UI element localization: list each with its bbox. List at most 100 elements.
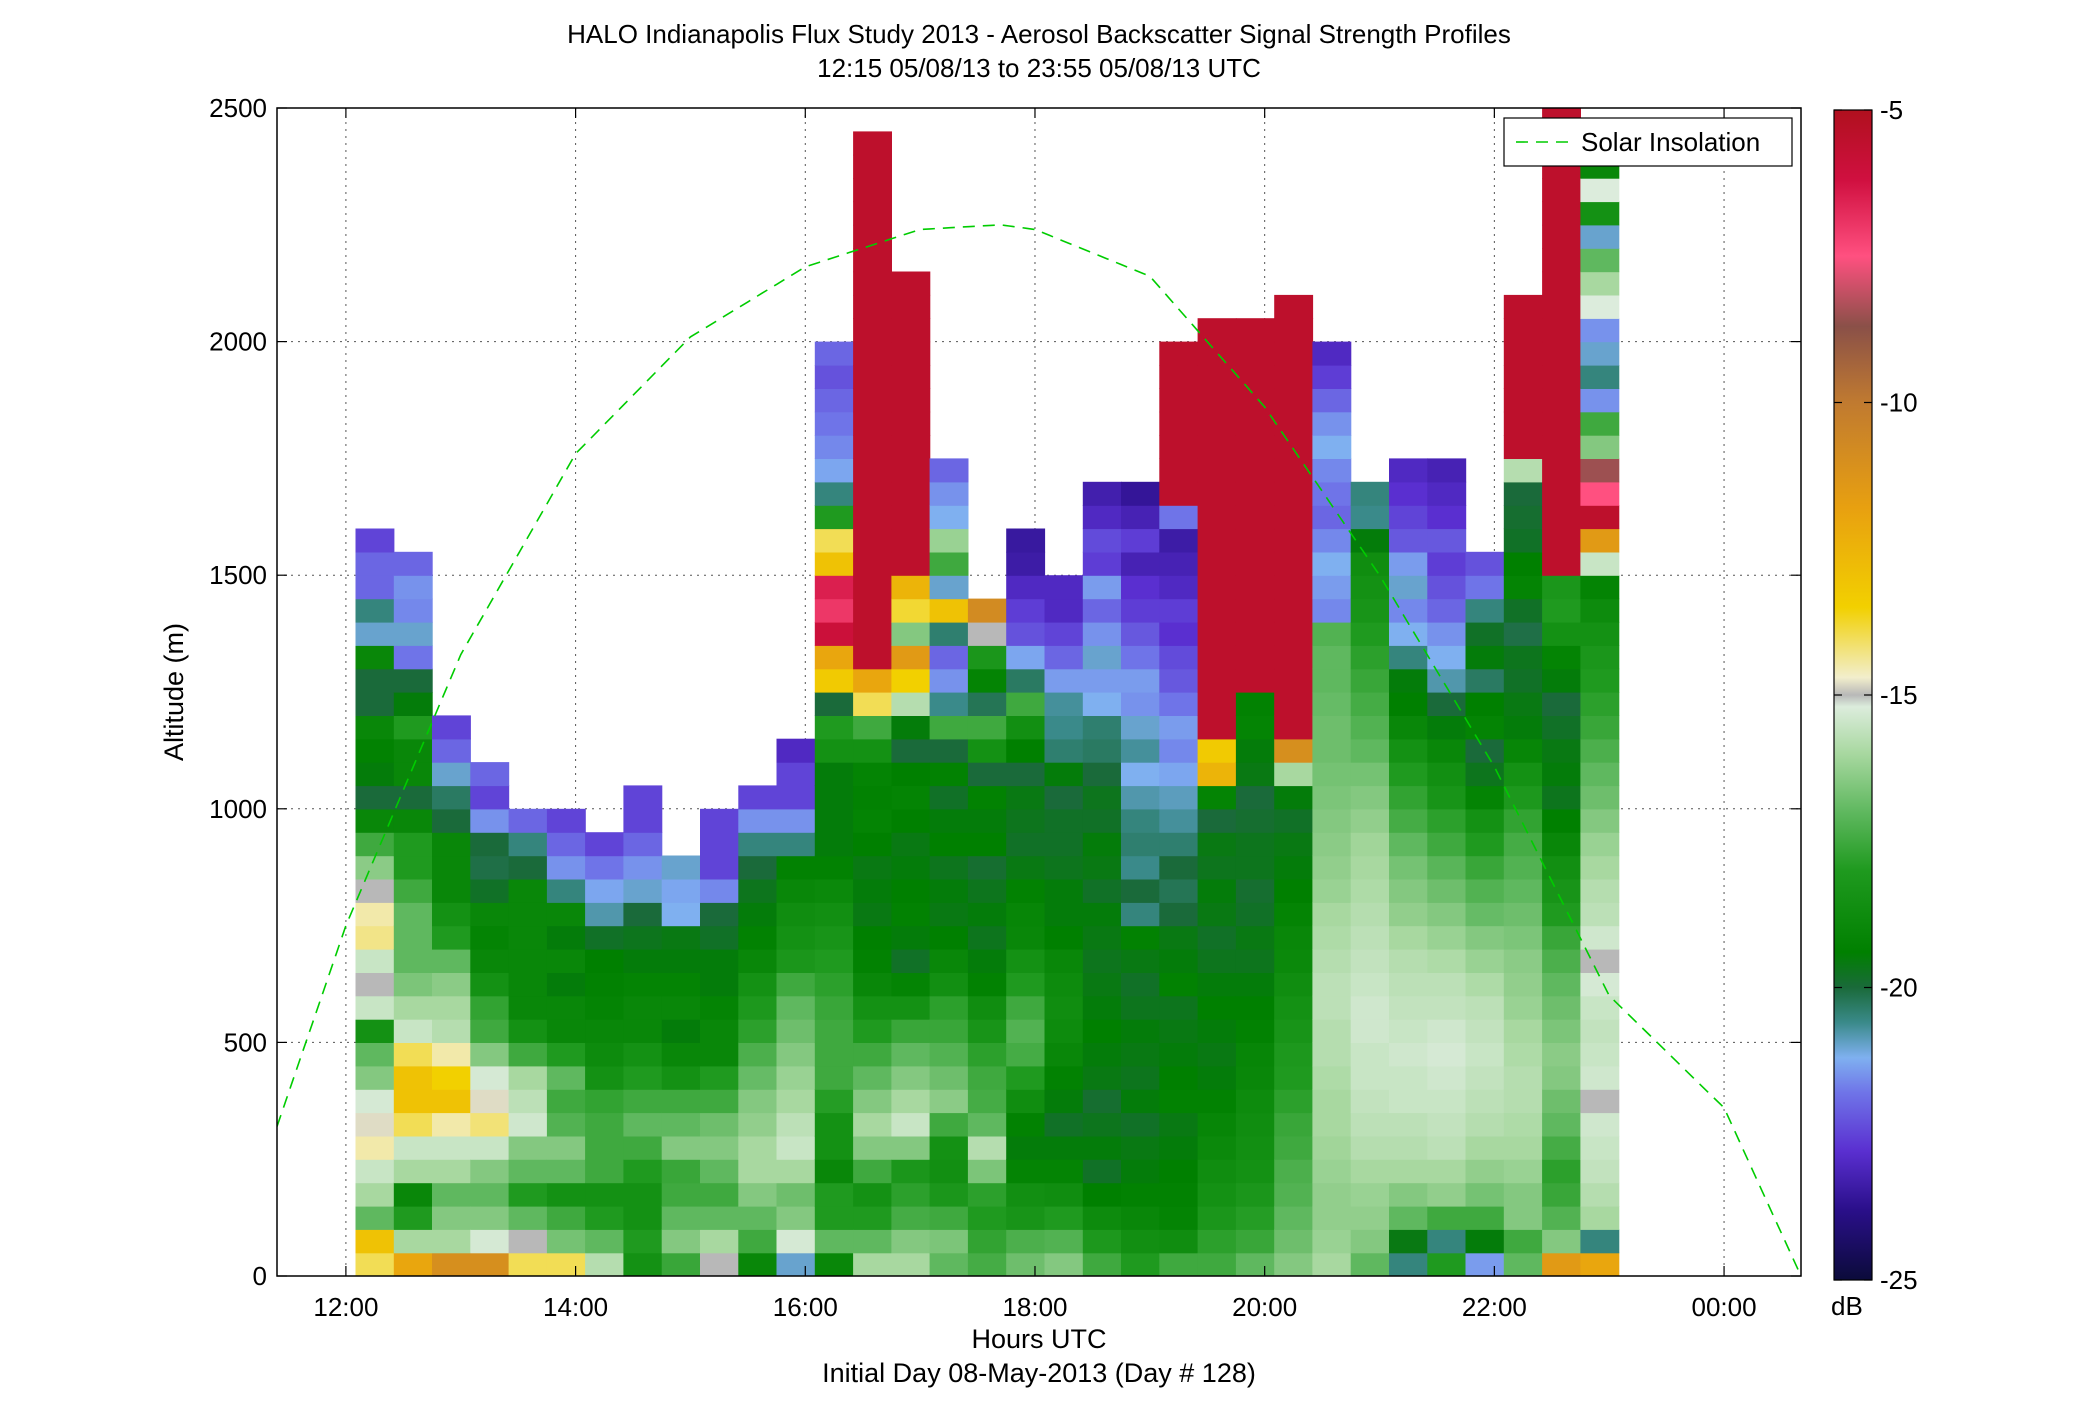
heatmap-cell	[355, 551, 395, 576]
heatmap-cell	[967, 995, 1007, 1020]
heatmap-cell	[1312, 808, 1352, 833]
heatmap-cell	[1580, 341, 1620, 366]
heatmap-cell	[1542, 878, 1581, 903]
heatmap-cell	[700, 949, 739, 973]
heatmap-cell	[1542, 551, 1581, 576]
heatmap-cell	[623, 1229, 663, 1254]
heatmap-cell	[1159, 832, 1199, 857]
heatmap-cell	[508, 1135, 548, 1160]
heatmap-cell	[432, 1252, 471, 1276]
heatmap-cell	[814, 341, 854, 366]
heatmap-cell	[1159, 621, 1199, 646]
heatmap-cell	[891, 738, 931, 763]
heatmap-cell	[1197, 365, 1237, 389]
heatmap-cell	[1044, 738, 1084, 763]
heatmap-cell	[1006, 692, 1046, 716]
heatmap-cell	[853, 1135, 892, 1160]
heatmap-cell	[967, 1019, 1007, 1043]
heatmap-cell	[1542, 341, 1581, 366]
heatmap-cell	[1580, 972, 1620, 997]
heatmap-cell	[1465, 715, 1505, 740]
heatmap-cell	[1197, 668, 1237, 693]
heatmap-cell	[1159, 1065, 1199, 1090]
heatmap-cell	[1465, 1159, 1505, 1184]
heatmap-cell	[1121, 1019, 1160, 1043]
heatmap-cell	[853, 481, 892, 506]
heatmap-cell	[1082, 551, 1122, 576]
heatmap-cell	[1465, 551, 1505, 576]
heatmap-cell	[814, 785, 854, 810]
heatmap-cell	[1274, 1182, 1314, 1207]
heatmap-cell	[1350, 808, 1390, 833]
heatmap-cell	[1427, 762, 1467, 787]
heatmap-cell	[393, 1065, 433, 1090]
heatmap-cell	[393, 738, 433, 763]
heatmap-cell	[891, 598, 931, 623]
heatmap-cell	[891, 551, 931, 576]
heatmap-cell	[1159, 1135, 1199, 1160]
heatmap-cell	[776, 1065, 816, 1090]
heatmap-cell	[470, 878, 510, 903]
heatmap-cell	[1350, 1252, 1390, 1276]
heatmap-cell	[1542, 1159, 1581, 1184]
heatmap-cell	[432, 738, 471, 763]
heatmap-cell	[1121, 1252, 1160, 1276]
heatmap-cell	[1082, 1112, 1122, 1137]
heatmap-cell	[355, 598, 395, 623]
heatmap-cell	[776, 1019, 816, 1043]
heatmap-cell	[1465, 598, 1505, 623]
heatmap-cell	[393, 1229, 433, 1254]
heatmap-cell	[393, 551, 433, 576]
heatmap-cell	[1274, 1019, 1314, 1043]
heatmap-cell	[1044, 692, 1084, 716]
heatmap-cell	[1350, 878, 1390, 903]
heatmap-cell	[1159, 949, 1199, 973]
heatmap-cell	[1580, 925, 1620, 950]
heatmap-cell	[1350, 949, 1390, 973]
heatmap-cell	[929, 715, 969, 740]
heatmap-cell	[1044, 1065, 1084, 1090]
heatmap-cell	[470, 1019, 510, 1043]
heatmap-cell	[814, 1135, 854, 1160]
heatmap-cell	[1542, 411, 1581, 436]
heatmap-cell	[508, 972, 548, 997]
heatmap-cell	[355, 1019, 395, 1043]
heatmap-cell	[1427, 1182, 1467, 1207]
heatmap-cell	[1542, 762, 1581, 787]
heatmap-cell	[853, 855, 892, 880]
heatmap-cell	[929, 1112, 969, 1137]
heatmap-cell	[814, 1159, 854, 1184]
heatmap-cell	[1274, 902, 1314, 927]
heatmap-cell	[393, 1252, 433, 1276]
legend-label-solar-insolation: Solar Insolation	[1581, 127, 1760, 157]
heatmap-cell	[1159, 1159, 1199, 1184]
heatmap-cell	[1427, 808, 1467, 833]
heatmap-cell	[1580, 458, 1620, 483]
heatmap-cell	[853, 621, 892, 646]
heatmap-cell	[1197, 808, 1237, 833]
heatmap-cell	[585, 925, 624, 950]
heatmap-cell	[1274, 1065, 1314, 1090]
heatmap-cell	[1580, 294, 1620, 319]
heatmap-cell	[891, 1252, 931, 1276]
heatmap-cell	[546, 1135, 586, 1160]
heatmap-cell	[432, 785, 471, 810]
heatmap-cell	[1197, 645, 1237, 670]
heatmap-cell	[1465, 832, 1505, 857]
heatmap-cell	[1006, 1182, 1046, 1207]
heatmap-cell	[432, 972, 471, 997]
heatmap-cell	[1274, 1135, 1314, 1160]
heatmap-cell	[700, 1042, 739, 1067]
heatmap-cell	[738, 1019, 778, 1043]
heatmap-cell	[623, 808, 663, 833]
heatmap-cell	[432, 855, 471, 880]
heatmap-cell	[1159, 1042, 1199, 1067]
heatmap-cell	[1159, 481, 1199, 506]
heatmap-cell	[1197, 949, 1237, 973]
heatmap-cell	[891, 1089, 931, 1114]
heatmap-cell	[891, 481, 931, 506]
heatmap-cell	[1197, 715, 1237, 740]
heatmap-cell	[1503, 1065, 1543, 1090]
colorbar-tick-label: -25	[1880, 1265, 1918, 1295]
heatmap-cell	[1580, 411, 1620, 436]
